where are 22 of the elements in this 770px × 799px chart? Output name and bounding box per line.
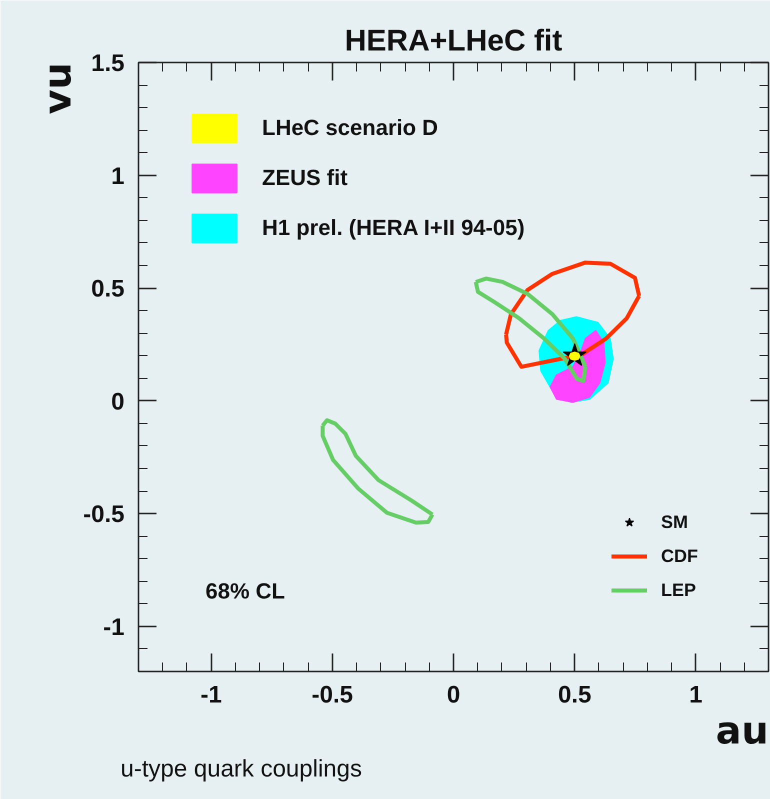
legend-label: CDF bbox=[661, 546, 698, 566]
y-tick-label: 0.5 bbox=[91, 276, 125, 303]
y-tick-label: 0 bbox=[111, 388, 125, 416]
legend-label: SM bbox=[661, 512, 688, 532]
x-tick-label: -1 bbox=[200, 682, 222, 708]
y-tick-label: 1 bbox=[111, 162, 125, 190]
legend-label: H1 prel. (HERA I+II 94-05) bbox=[262, 215, 525, 241]
x-axis-title: au bbox=[716, 708, 769, 752]
y-tick-label: -0.5 bbox=[83, 501, 125, 528]
x-tick-label: 0.5 bbox=[558, 682, 592, 708]
annotation: 68% CL bbox=[206, 578, 285, 604]
legend-label: LEP bbox=[661, 580, 696, 600]
y-tick-label: 1.5 bbox=[91, 50, 125, 77]
x-tick-label: 1 bbox=[689, 682, 702, 708]
text: u-type quark couplings bbox=[120, 756, 362, 782]
chart-title: HERA+LHeC fit bbox=[344, 24, 562, 58]
y-tick-label: -1 bbox=[103, 614, 125, 641]
legend-label: ZEUS fit bbox=[262, 165, 348, 191]
legend-label: LHeC scenario D bbox=[262, 115, 438, 141]
x-tick-label: -0.5 bbox=[312, 682, 354, 708]
x-tick-label: 0 bbox=[446, 682, 460, 708]
y-axis-title: vu bbox=[36, 62, 80, 114]
